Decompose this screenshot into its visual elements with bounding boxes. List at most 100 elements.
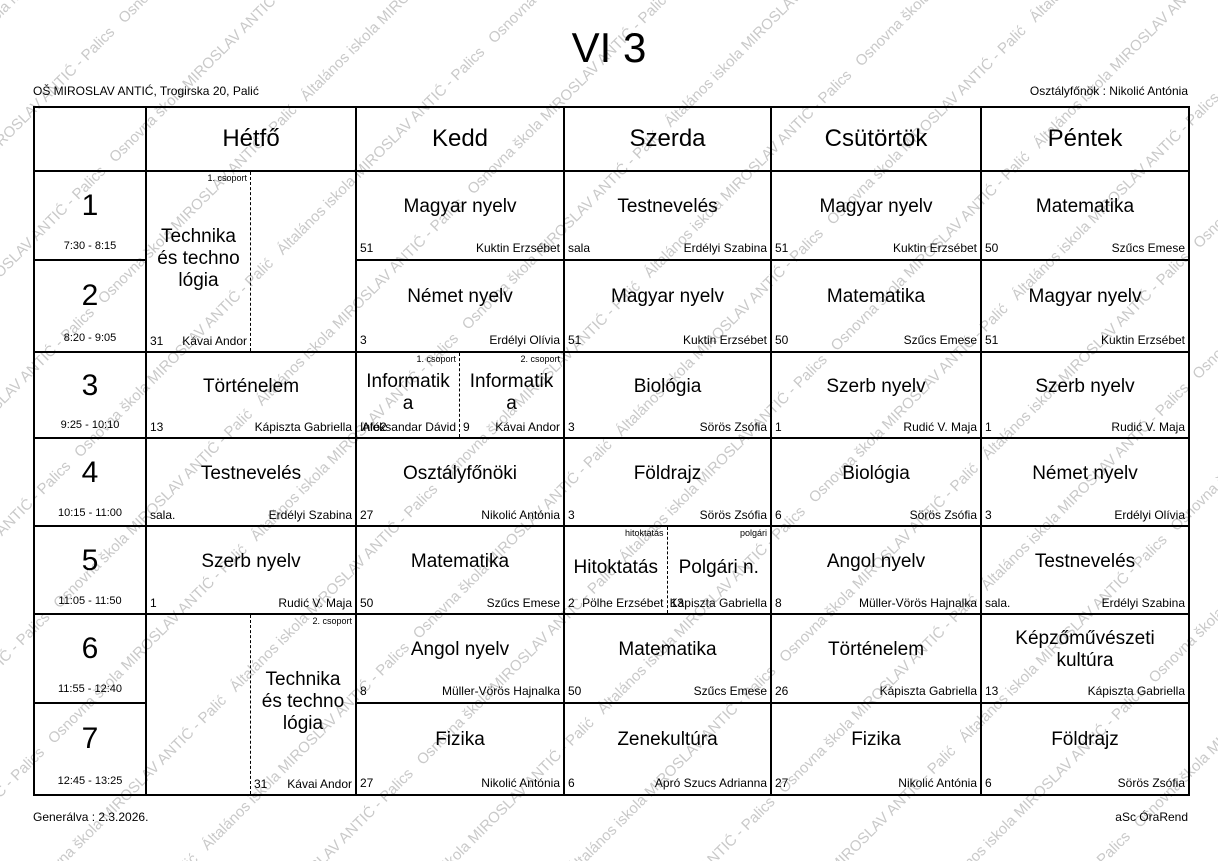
room: 6 xyxy=(568,775,575,790)
period-cell-3: 3 9:25 - 10:10 xyxy=(33,351,147,439)
room: 3 xyxy=(568,420,575,434)
lesson-cell-wed-p5: hitoktatás Hitoktatás 2 Pölhe Erzsébet p… xyxy=(563,525,772,615)
lesson-cell-thu-p2: Matematika 50 Szűcs Emese xyxy=(770,258,982,354)
room: 31 xyxy=(150,334,164,348)
timetable: Hétfő Kedd Szerda Csütörtök Péntek 1 7:3… xyxy=(33,106,1190,797)
room: 50 xyxy=(985,241,999,255)
subject: Fizika xyxy=(851,729,901,751)
school-name: OŠ MIROSLAV ANTIĆ, Trogirska 20, Palić xyxy=(33,84,259,98)
room: Infó2 xyxy=(360,420,387,434)
empty-half xyxy=(251,172,355,351)
teacher: Sörös Zsófia xyxy=(1117,775,1185,790)
subject: Informatika xyxy=(366,371,450,414)
period-number: 5 xyxy=(81,544,99,577)
subject: Angol nyelv xyxy=(826,550,926,572)
subject: Fizika xyxy=(435,729,485,751)
subject: Informatika xyxy=(469,370,554,414)
lesson-cell-wed-p1: Testnevelés sala Erdélyi Szabina xyxy=(563,170,772,261)
period-cell-5: 5 11:05 - 11:50 xyxy=(33,525,147,615)
teacher: Kávai Andor xyxy=(495,420,560,434)
room: 27 xyxy=(775,775,789,790)
subject: Történelem xyxy=(827,638,925,660)
lesson-cell-thu-p7: Fizika 27 Nikolić Antónia xyxy=(770,701,982,797)
period-cell-6: 6 11:55 - 12:40 xyxy=(33,613,147,704)
room: 50 xyxy=(775,332,789,347)
teacher: Sörös Zsófia xyxy=(699,508,767,522)
lesson-cell-tue-p2: Német nyelv 3 Erdélyi Olívia xyxy=(355,258,565,354)
room: 26 xyxy=(775,684,789,698)
lesson-cell-thu-p3: Szerb nyelv 1 Rudić V. Maja xyxy=(770,351,982,439)
subject: Matematika xyxy=(1035,195,1135,217)
room: 51 xyxy=(775,241,789,255)
subject: Technika és techno lógia xyxy=(261,669,345,734)
room: 6 xyxy=(775,508,782,522)
generated-date: Generálva : 2.3.2026. xyxy=(33,810,149,824)
lesson-cell-tue-p4: Osztályfőnöki 27 Nikolić Antónia xyxy=(355,437,565,527)
period-cell-4: 4 10:15 - 11:00 xyxy=(33,437,147,527)
subject: Szerb nyelv xyxy=(826,375,926,397)
lesson-cell-tue-p7: Fizika 27 Nikolić Antónia xyxy=(355,701,565,797)
class-teacher-label: Osztályfőnök : Nikolić Antónia xyxy=(1029,84,1188,98)
teacher: Sörös Zsófia xyxy=(699,420,767,434)
subject: Szerb nyelv xyxy=(201,550,301,572)
lesson-cell-tue-p1: Magyar nyelv 51 Kuktin Erzsébet xyxy=(355,170,565,261)
lesson-cell-wed-p4: Földrajz 3 Sörös Zsófia xyxy=(563,437,772,527)
lesson-cell-wed-p6: Matematika 50 Szűcs Emese xyxy=(563,613,772,704)
teacher: Erdélyi Szabina xyxy=(683,241,767,255)
subject: Magyar nyelv xyxy=(1028,286,1142,308)
teacher: Szűcs Emese xyxy=(693,684,767,698)
period-time: 9:25 - 10:10 xyxy=(60,419,120,431)
teacher: Rudić V. Maja xyxy=(903,420,977,434)
room: 13 xyxy=(670,596,684,610)
period-cell-1: 1 7:30 - 8:15 xyxy=(33,170,147,261)
room: 1 xyxy=(775,420,782,434)
teacher: Apró Szucs Adrianna xyxy=(654,775,767,790)
group-label: 1. csoport xyxy=(207,173,247,183)
teacher: Kápiszta Gabriella xyxy=(879,684,977,698)
teacher: Kápiszta Gabriella xyxy=(669,596,767,610)
subject: Zenekultúra xyxy=(617,729,718,751)
period-number: 2 xyxy=(81,279,99,313)
lesson-cell-thu-p5: Angol nyelv 8 Müller-Vörös Hajnalka xyxy=(770,525,982,615)
subject: Magyar nyelv xyxy=(611,286,724,308)
period-number: 4 xyxy=(81,456,99,489)
teacher: Kuktin Erzsébet xyxy=(475,241,560,255)
room: sala xyxy=(568,241,591,255)
period-cell-2: 2 8:20 - 9:05 xyxy=(33,258,147,354)
subject: Magyar nyelv xyxy=(403,195,517,217)
subject: Polgári n. xyxy=(678,557,759,579)
room: 13 xyxy=(985,684,999,698)
lesson-cell-mon-p4: Testnevelés sala. Erdélyi Szabina xyxy=(145,437,357,527)
group-label: polgári xyxy=(739,528,767,538)
subject: Angol nyelv xyxy=(410,638,510,660)
period-number: 1 xyxy=(81,189,99,222)
subject: Szerb nyelv xyxy=(1035,375,1135,397)
teacher: Erdélyi Olívia xyxy=(1114,508,1185,522)
room: 51 xyxy=(985,332,999,347)
lesson-cell-fri-p3: Szerb nyelv 1 Rudić V. Maja xyxy=(980,351,1190,439)
teacher: Kápiszta Gabriella xyxy=(254,420,352,434)
subject: Földrajz xyxy=(1051,729,1119,751)
lesson-cell-mon-p1-2: 1. csoport Technika és techno lógia 31 K… xyxy=(145,170,357,353)
lesson-cell-thu-p4: Biológia 6 Sörös Zsófia xyxy=(770,437,982,527)
room: 1 xyxy=(150,596,157,610)
lesson-cell-wed-p2: Magyar nyelv 51 Kuktin Erzsébet xyxy=(563,258,772,354)
teacher: Szűcs Emese xyxy=(486,596,560,610)
subject: Matematika xyxy=(618,638,717,660)
teacher: Szűcs Emese xyxy=(903,332,977,347)
period-number: 3 xyxy=(81,369,99,402)
group-label: 2. csoport xyxy=(520,354,560,364)
room: 3 xyxy=(985,508,992,522)
room: 2 xyxy=(568,596,575,610)
room: 13 xyxy=(150,420,164,434)
lesson-cell-fri-p6: Képzőművészeti kultúra 13 Kápiszta Gabri… xyxy=(980,613,1190,704)
room: 8 xyxy=(775,596,782,610)
lesson-cell-mon-p3: Történelem 13 Kápiszta Gabriella xyxy=(145,351,357,439)
teacher: Nikolić Antónia xyxy=(481,775,560,790)
period-time: 12:45 - 13:25 xyxy=(57,774,123,787)
room: 27 xyxy=(360,508,374,522)
day-header-monday: Hétfő xyxy=(145,106,357,172)
room: 9 xyxy=(463,420,470,434)
lesson-cell-wed-p3: Biológia 3 Sörös Zsófia xyxy=(563,351,772,439)
